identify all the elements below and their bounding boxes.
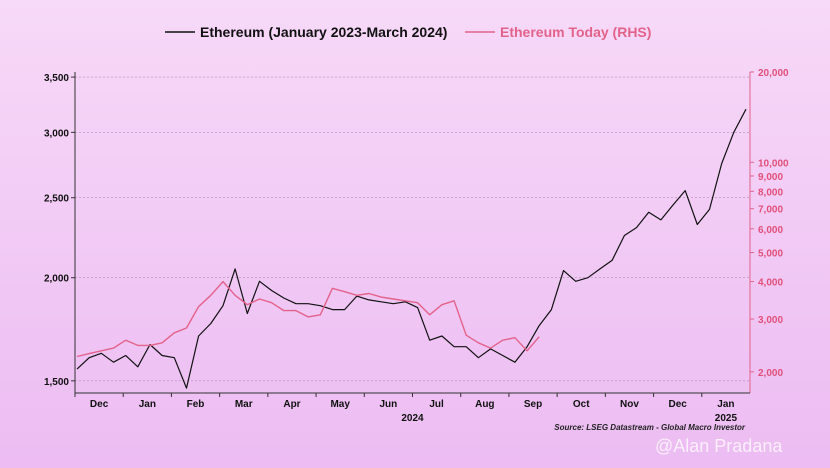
right-tick-label: 20,000 — [758, 68, 789, 79]
left-tick-label: 2,000 — [44, 274, 69, 285]
left-tick-label: 3,500 — [44, 73, 69, 84]
series-ethereum-2023-2024-line — [76, 108, 747, 389]
right-tick-label: 2,000 — [758, 368, 783, 379]
x-tick-label: Feb — [187, 399, 205, 410]
x-tick-label: Nov — [620, 399, 639, 410]
x-tick-label: Jan — [717, 399, 734, 410]
x-tick-label: May — [330, 399, 350, 410]
x-tick-label: Oct — [573, 399, 590, 410]
gridlines — [75, 76, 750, 382]
x-tick-label: Jun — [380, 399, 398, 410]
watermark: @Alan Pradana — [655, 436, 783, 456]
x-year-label: 2025 — [715, 413, 738, 424]
left-tick-labels: 1,500 2,000 2,500 3,000 3,500 — [44, 73, 75, 388]
legend-entry: Ethereum Today (RHS) — [500, 24, 651, 40]
x-tick-label: Mar — [235, 399, 253, 410]
right-tick-label: 3,000 — [758, 315, 783, 326]
right-tick-label: 5,000 — [758, 249, 783, 260]
right-tick-label: 7,000 — [758, 205, 783, 216]
x-tick-label: Dec — [90, 399, 109, 410]
x-tick-label: Dec — [668, 399, 687, 410]
right-tick-label: 10,000 — [758, 158, 789, 169]
x-tick-label: Jan — [139, 399, 156, 410]
left-tick-label: 1,500 — [44, 377, 69, 388]
right-tick-label: 9,000 — [758, 172, 783, 183]
source-note: Source: LSEG Datastream - Global Macro I… — [554, 423, 746, 432]
right-tick-label: 4,000 — [758, 278, 783, 289]
right-tick-labels: 2,000 3,000 4,000 5,000 6,000 7,000 8,000 9,000… — [750, 68, 789, 379]
right-tick-label: 6,000 — [758, 225, 783, 236]
x-tick-label: Aug — [475, 399, 494, 410]
legend-entry: Ethereum (January 2023-March 2024) — [200, 24, 447, 40]
x-tick-label: Apr — [283, 399, 300, 410]
left-tick-label: 2,500 — [44, 194, 69, 205]
left-tick-label: 3,000 — [44, 128, 69, 139]
x-tick-label: Jul — [429, 399, 444, 410]
series-ethereum-today-line — [76, 280, 540, 358]
x-year-label: 2024 — [401, 413, 424, 424]
right-tick-label: 8,000 — [758, 187, 783, 198]
x-tick-labels: Dec Jan Feb Mar Apr May Jun Jul Aug Sep Oct Nov Dec J… — [74, 393, 738, 424]
x-tick-label: Sep — [524, 399, 542, 410]
legend: Ethereum (January 2023-March 2024) Ethere… — [165, 24, 651, 40]
series-lines — [76, 108, 747, 389]
